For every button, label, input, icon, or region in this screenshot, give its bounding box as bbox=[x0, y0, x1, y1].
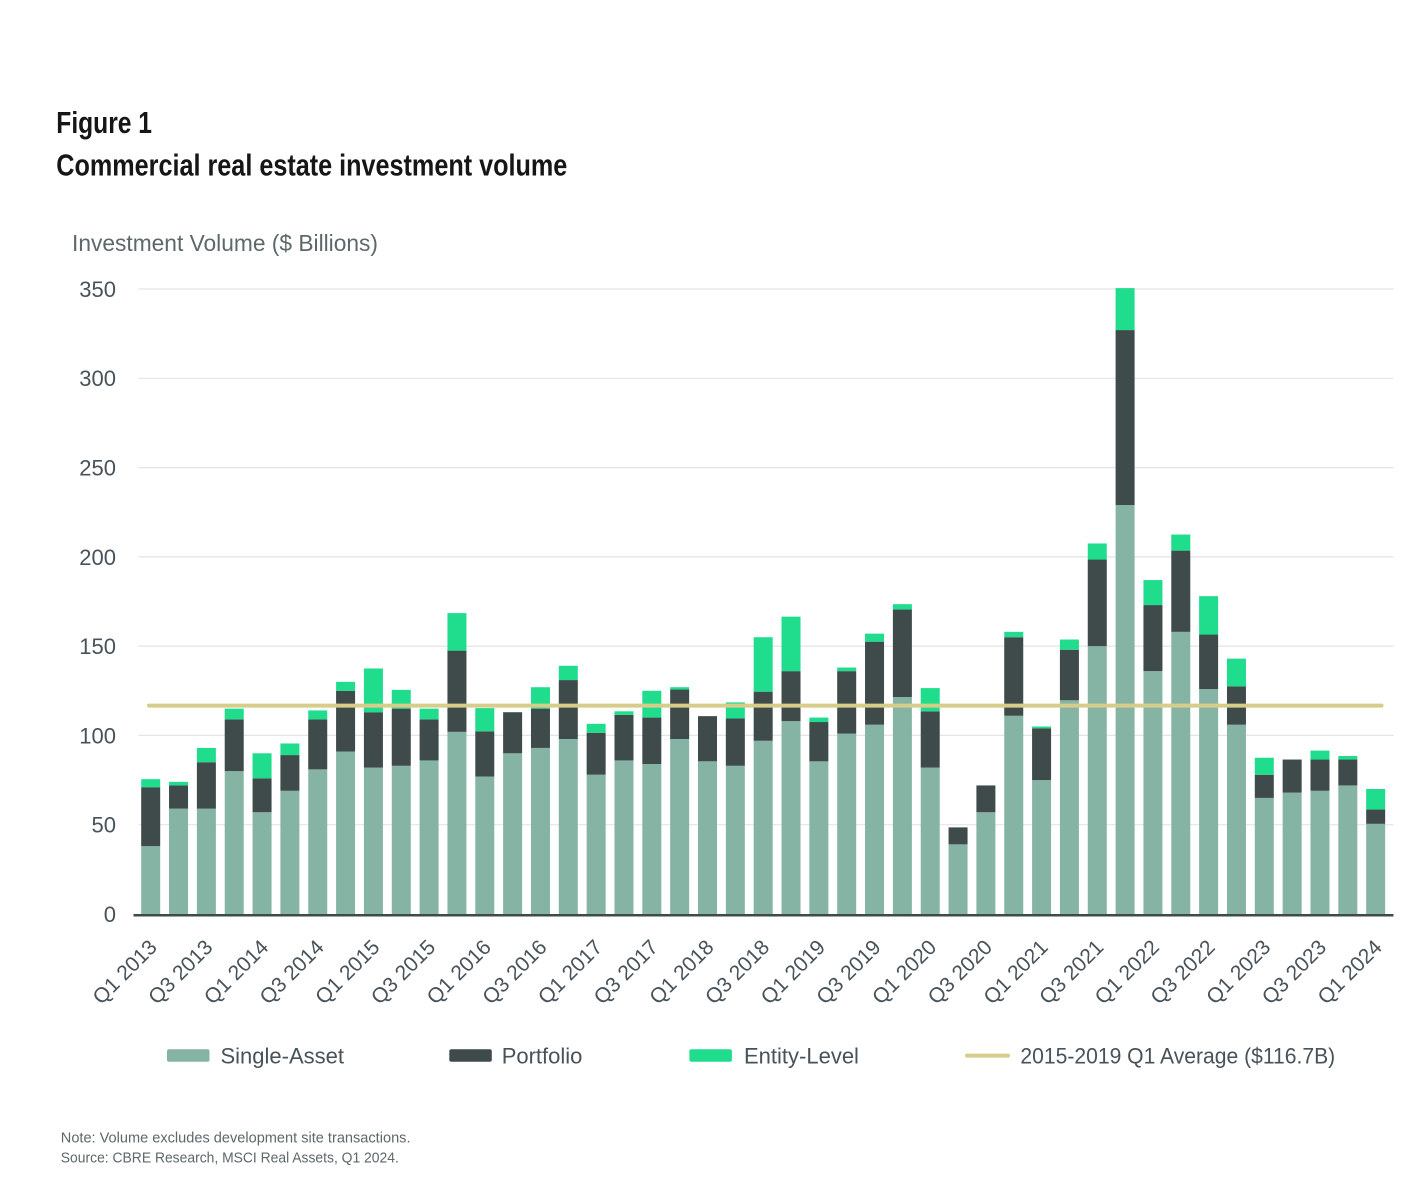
svg-text:300: 300 bbox=[79, 366, 116, 391]
svg-text:Commercial real estate investm: Commercial real estate investment volume bbox=[56, 148, 567, 183]
svg-text:200: 200 bbox=[79, 545, 116, 570]
svg-text:Figure 1: Figure 1 bbox=[56, 105, 152, 140]
svg-text:Source: CBRE Research, MSCI Re: Source: CBRE Research, MSCI Real Assets,… bbox=[61, 1149, 399, 1166]
svg-text:Single-Asset: Single-Asset bbox=[221, 1044, 345, 1069]
svg-text:Note: Volume excludes developm: Note: Volume excludes development site t… bbox=[61, 1129, 411, 1146]
svg-text:Entity-Level: Entity-Level bbox=[744, 1044, 859, 1069]
svg-text:Investment Volume ($ Billions): Investment Volume ($ Billions) bbox=[72, 230, 378, 256]
svg-text:Portfolio: Portfolio bbox=[502, 1044, 583, 1069]
svg-text:150: 150 bbox=[79, 634, 116, 659]
svg-text:100: 100 bbox=[79, 723, 116, 748]
svg-text:250: 250 bbox=[79, 456, 116, 481]
svg-text:350: 350 bbox=[79, 277, 116, 302]
svg-text:50: 50 bbox=[92, 813, 116, 838]
svg-text:2015-2019 Q1 Average ($116.7B): 2015-2019 Q1 Average ($116.7B) bbox=[1020, 1044, 1335, 1069]
svg-text:0: 0 bbox=[104, 902, 116, 927]
